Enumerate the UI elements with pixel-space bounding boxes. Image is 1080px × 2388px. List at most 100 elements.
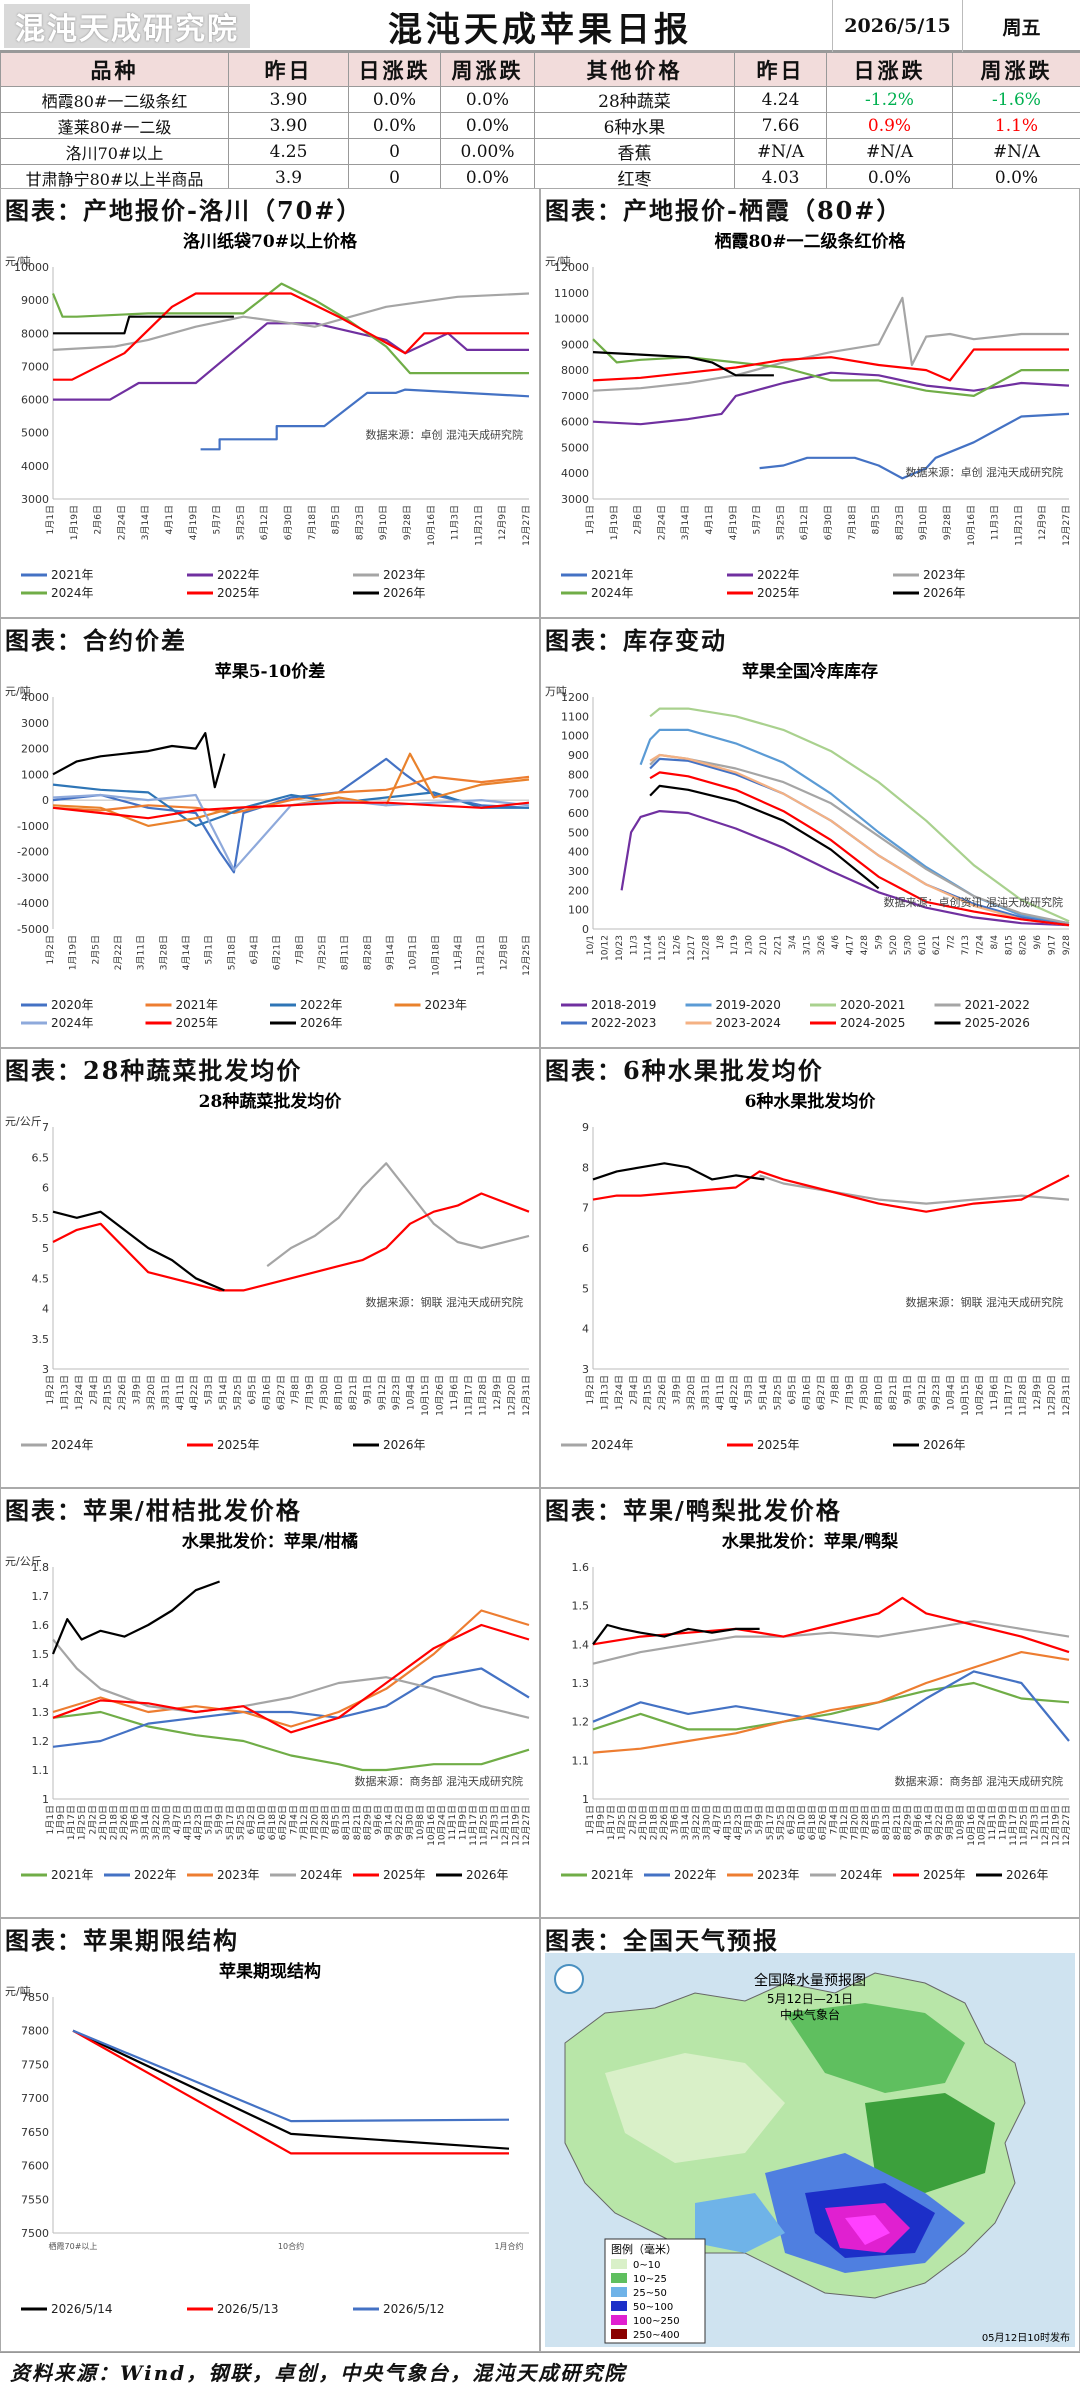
- x-tick-label: 3月14日: [680, 1805, 691, 1840]
- x-tick-label: 2月6日: [93, 505, 104, 534]
- y-tick-label: 3000: [561, 493, 589, 506]
- panel-title: 图表：库存变动: [545, 626, 727, 655]
- legend-label: 2024年: [300, 1868, 343, 1882]
- y-tick-label: 1.2: [32, 1735, 50, 1748]
- legend-label: 2022年: [300, 998, 343, 1012]
- x-tick-label: 2月6日: [633, 505, 644, 534]
- y-tick-label: -5000: [17, 923, 49, 936]
- x-tick-label: 9月28日: [402, 505, 413, 540]
- y-tick-label: 3: [582, 1363, 589, 1376]
- x-tick-label: 1月9日: [56, 1805, 67, 1834]
- x-tick-label: 12月19日: [510, 1805, 521, 1846]
- x-tick-label: 1月1日: [585, 505, 596, 534]
- y-tick-label: 1.1: [572, 1754, 590, 1767]
- x-tick-label: 9月10日: [918, 505, 929, 540]
- series-line: [592, 1623, 760, 1645]
- x-tick-label: 9月10日: [378, 505, 389, 540]
- x-tick-label: 5月1日: [744, 1805, 755, 1834]
- legend-label: 2023年: [383, 568, 426, 582]
- x-tick-label: 2月4日: [628, 1375, 639, 1404]
- source-note: 数据来源：卓创资讯 混沌天成研究院: [884, 895, 1064, 909]
- panel-pear: 图表：苹果/鸭梨批发价格 水果批发价：苹果/鸭梨 1 1.1 1.2 1.3 1.4 1.5…: [540, 1488, 1080, 1918]
- legend-label: 2020年: [51, 998, 94, 1012]
- y-tick-label: 1.5: [572, 1600, 590, 1613]
- legend-label: 2026年: [923, 586, 966, 600]
- series-line: [592, 1170, 1070, 1213]
- source-note: 数据来源：商务部 混沌天成研究院: [895, 1774, 1064, 1788]
- x-tick-label: 3月14日: [140, 505, 151, 540]
- legend-label: 2024年: [591, 1438, 634, 1452]
- x-tick-label: 1/8: [716, 935, 726, 950]
- x-tick-label: 6月21日: [272, 935, 283, 970]
- col-header: 周涨跌: [952, 52, 1080, 87]
- series-line: [620, 810, 1070, 927]
- x-tick-label: 6月2日: [786, 1805, 797, 1834]
- y-tick-label: 5.5: [32, 1212, 50, 1225]
- x-tick-label: 12月27日: [1061, 505, 1072, 546]
- x-tick-label: 4/6: [831, 935, 841, 950]
- panel-title: 图表：产地报价-栖霞（80#）: [545, 196, 903, 225]
- y-tick-label: 600: [568, 807, 589, 820]
- series-line: [52, 1623, 530, 1734]
- series-line: [52, 292, 530, 351]
- x-tick-label: 7月20日: [849, 1805, 860, 1840]
- panel-title: 图表：产地报价-洛川（70#）: [5, 196, 363, 225]
- x-tick-label: 11月28日: [478, 1375, 489, 1416]
- chart-title: 栖霞80#一二级条红价格: [715, 231, 907, 252]
- y-tick-label: 6000: [561, 416, 589, 429]
- table-cell: 0.0%: [952, 164, 1080, 191]
- x-tick-label: 7月30日: [319, 1375, 330, 1410]
- x-tick-label: 6月4日: [249, 935, 260, 964]
- legend-label: 2026年: [300, 1016, 343, 1030]
- x-tick-label: 8月5日: [331, 1805, 342, 1834]
- chart-bg: [1, 1083, 539, 1487]
- y-tick-label: 200: [568, 884, 589, 897]
- series-line: [649, 784, 880, 890]
- x-tick-label: 8月29日: [362, 1805, 373, 1840]
- table-cell: -1.2%: [826, 86, 953, 113]
- y-tick-label: 1.8: [32, 1561, 50, 1574]
- x-tick-label: 11月9日: [998, 1805, 1009, 1840]
- x-tick-label: 2月10日: [638, 1805, 649, 1840]
- legend-label: 2026年: [383, 586, 426, 600]
- y-tick-label: 0: [42, 794, 49, 807]
- x-tick-label: 8月21日: [892, 1805, 903, 1840]
- x-tick-label: 9月1日: [902, 1375, 913, 1404]
- y-tick-label: 12000: [554, 261, 589, 274]
- y-tick-label: 1: [42, 1793, 49, 1806]
- panel-qixia: 图表：产地报价-栖霞（80#） 栖霞80#一二级条红价格 元/吨 3000 4000 5…: [540, 188, 1080, 618]
- y-tick-label: 6000: [21, 394, 49, 407]
- table-cell: 0.9%: [826, 112, 953, 139]
- x-tick-label: 5月25日: [233, 1375, 244, 1410]
- y-tick-label: 5: [582, 1282, 589, 1295]
- x-tick-label: 3月11日: [136, 935, 147, 970]
- series-line: [52, 1710, 530, 1772]
- panel-veg: 图表：28种蔬菜批发均价 28种蔬菜批发均价 元/公斤 3 3.5 4 4.5 5 5.5 6 6…: [0, 1048, 540, 1488]
- x-tick-label: 5月25日: [235, 1805, 246, 1840]
- legend-label: 2022年: [757, 568, 800, 582]
- x-tick-label: 7月8日: [830, 1375, 841, 1404]
- legend-label: 2023年: [425, 998, 468, 1012]
- series-line: [266, 1162, 530, 1267]
- legend-label: 2019-2020: [716, 998, 781, 1012]
- y-tick-label: 3000: [21, 717, 49, 730]
- x-tick-label: 8月23日: [894, 505, 905, 540]
- x-tick-label: 8月29日: [902, 1805, 913, 1840]
- y-unit-label: 元/公斤: [5, 1555, 42, 1568]
- x-tick-label: 6月2日: [246, 1805, 257, 1834]
- x-tick-label: 6月16日: [261, 1375, 272, 1410]
- chart-bg: [541, 1083, 1079, 1487]
- x-tick-label: 10月1日: [408, 935, 419, 970]
- x-tick-label: 3月22日: [691, 1805, 702, 1840]
- x-tick-label: 12月11日: [1040, 1805, 1051, 1846]
- panel-title: 图表：苹果期限结构: [5, 1926, 239, 1955]
- x-tick-label: 5月9日: [214, 1805, 225, 1834]
- x-tick-label: 5月25日: [235, 505, 246, 540]
- legend-label: 2024年: [51, 1438, 94, 1452]
- map-org: 中央气象台: [780, 2007, 840, 2022]
- x-tick-label: 9月22日: [934, 1805, 945, 1840]
- x-tick-label: 7月19日: [845, 1375, 856, 1410]
- x-tick-label: 11月3日: [450, 505, 461, 540]
